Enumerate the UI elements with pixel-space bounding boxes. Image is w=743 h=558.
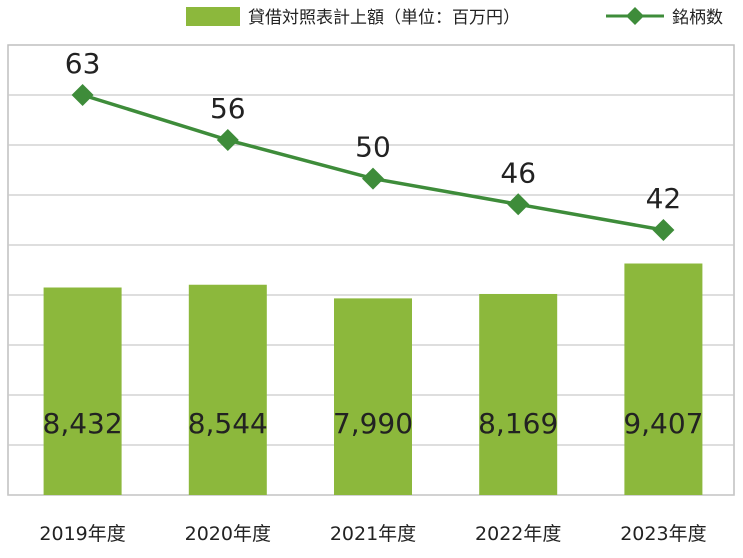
line-marker xyxy=(652,219,675,242)
bar-value-label: 8,169 xyxy=(478,407,558,440)
x-tick-label: 2020年度 xyxy=(185,523,271,545)
bar-value-label: 9,407 xyxy=(623,407,703,440)
bar-labels: 8,432 8,544 7,990 8,169 9,407 xyxy=(43,407,704,440)
bar-value-label: 7,990 xyxy=(333,407,413,440)
x-tick-label: 2019年度 xyxy=(39,523,125,545)
point-value-label: 42 xyxy=(646,182,682,215)
bar-2021年度 xyxy=(334,298,412,495)
bars xyxy=(43,263,703,495)
point-value-label: 56 xyxy=(210,92,246,125)
legend: 貸借対照表計上額（単位：百万円） 銘柄数 xyxy=(186,7,723,28)
bar-2022年度 xyxy=(479,293,558,495)
x-tick-label: 2023年度 xyxy=(620,523,706,545)
bar-2019年度 xyxy=(43,287,122,495)
line-marker xyxy=(507,193,530,216)
legend-bar-swatch xyxy=(186,7,240,26)
bar-value-label: 8,432 xyxy=(43,407,123,440)
legend-bar-label: 貸借対照表計上額（単位：百万円） xyxy=(248,8,520,28)
legend-line-label: 銘柄数 xyxy=(672,8,723,28)
point-value-label: 50 xyxy=(355,131,391,164)
line-series xyxy=(71,84,675,242)
bar-2023年度 xyxy=(624,263,703,495)
line-marker xyxy=(71,84,94,106)
x-tick-label: 2021年度 xyxy=(330,523,416,545)
point-value-label: 63 xyxy=(65,47,101,80)
point-labels: 63 56 50 46 42 xyxy=(65,47,681,215)
point-value-label: 46 xyxy=(500,156,536,189)
line-marker xyxy=(216,129,239,152)
legend-line-marker xyxy=(626,7,644,25)
line-marker xyxy=(362,167,384,190)
x-axis-ticks: 2019年度 2020年度 2021年度 2022年度 2023年度 xyxy=(39,523,706,545)
x-tick-label: 2022年度 xyxy=(475,523,561,545)
bar-2020年度 xyxy=(188,284,267,495)
bar-value-label: 8,544 xyxy=(188,407,268,440)
